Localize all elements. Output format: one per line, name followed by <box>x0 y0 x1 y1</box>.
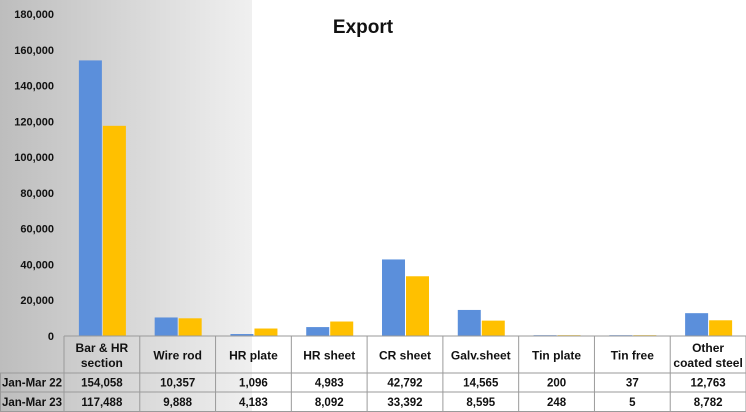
bar-jan-mar-22 <box>78 60 102 337</box>
data-label: 14,565 <box>463 378 499 390</box>
bars <box>78 60 733 337</box>
y-tick-label: 0 <box>48 331 54 343</box>
bar-jan-mar-22 <box>230 334 254 336</box>
data-label: 154,058 <box>81 378 123 390</box>
data-label: 33,392 <box>387 397 422 409</box>
category-label: Other <box>692 341 724 355</box>
category-label: Tin free <box>611 349 654 363</box>
y-axis-ticks: 0 20,000 40,000 60,000 80,000 100,000 120,000 1… <box>14 9 54 343</box>
bar-jan-mar-22 <box>382 259 405 336</box>
bar-jan-mar-23 <box>406 276 429 336</box>
y-tick-label: 160,000 <box>14 45 54 57</box>
category-label: HR sheet <box>303 349 355 363</box>
data-label: 200 <box>547 378 566 390</box>
bar-jan-mar-22 <box>457 309 481 336</box>
category-label: Bar & HR <box>76 341 129 355</box>
series-name: Jan-Mar 23 <box>2 397 62 409</box>
data-label: 4,983 <box>315 378 344 390</box>
data-label: 37 <box>626 378 639 390</box>
data-label: 4,183 <box>239 397 268 409</box>
y-tick-label: 80,000 <box>20 188 54 200</box>
category-label: Tin plate <box>532 349 581 363</box>
category-label: Galv.sheet <box>451 349 511 363</box>
series-name: Jan-Mar 22 <box>2 378 62 390</box>
data-label: 117,488 <box>81 397 123 409</box>
data-label: 10,357 <box>160 378 195 390</box>
y-tick-label: 140,000 <box>14 81 54 93</box>
data-label: 12,763 <box>691 378 726 390</box>
bar-jan-mar-23 <box>102 125 126 336</box>
y-tick-label: 100,000 <box>14 152 54 164</box>
category-label: Wire rod <box>153 349 202 363</box>
data-label: 8,595 <box>466 397 495 409</box>
category-label: section <box>81 356 123 370</box>
y-tick-label: 60,000 <box>20 224 54 236</box>
shaded-background <box>0 0 252 412</box>
bar-jan-mar-23 <box>481 320 505 336</box>
y-tick-label: 180,000 <box>14 9 54 21</box>
data-label: 42,792 <box>387 378 422 390</box>
data-label: 5 <box>629 397 636 409</box>
bar-jan-mar-23 <box>178 318 202 336</box>
y-tick-label: 40,000 <box>20 259 54 271</box>
y-tick-label: 20,000 <box>20 295 54 307</box>
data-label: 8,782 <box>694 397 723 409</box>
bar-jan-mar-23 <box>254 328 278 336</box>
bar-jan-mar-22 <box>306 327 330 336</box>
bar-jan-mar-22 <box>154 317 178 336</box>
bar-jan-mar-22 <box>685 313 709 336</box>
category-label: CR sheet <box>379 349 431 363</box>
chart-title: Export <box>333 17 394 38</box>
bar-jan-mar-23 <box>330 321 354 336</box>
category-label: HR plate <box>229 349 278 363</box>
data-label: 248 <box>547 397 567 409</box>
y-tick-label: 120,000 <box>14 116 54 128</box>
category-label: coated steel <box>673 356 742 370</box>
data-label: 1,096 <box>239 378 268 390</box>
data-label: 8,092 <box>315 397 344 409</box>
data-label: 9,888 <box>163 397 192 409</box>
bar-jan-mar-23 <box>709 320 733 336</box>
